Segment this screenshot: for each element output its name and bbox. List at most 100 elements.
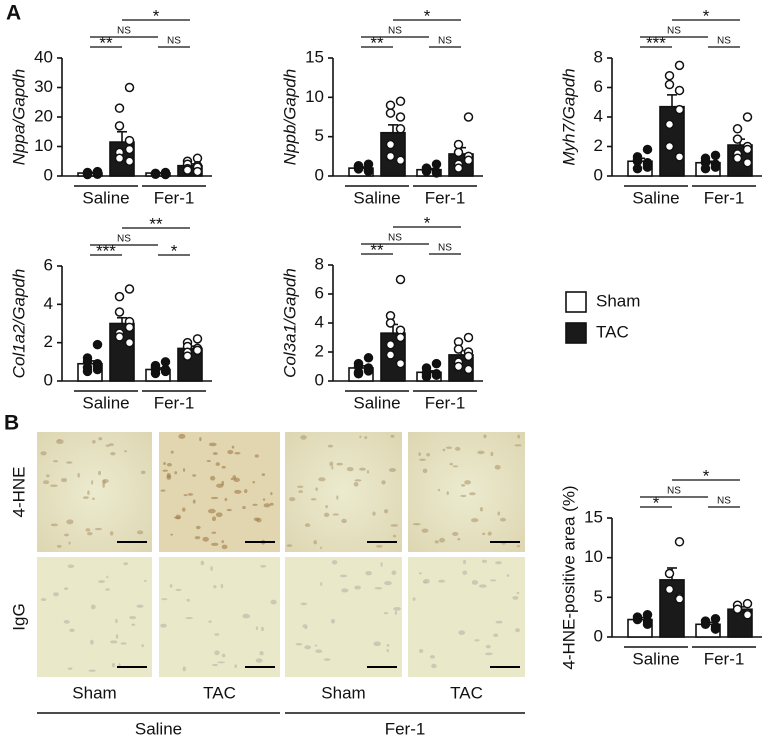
data-point — [463, 112, 474, 122]
cell — [57, 439, 61, 442]
cell — [495, 561, 502, 565]
cell — [200, 560, 205, 566]
data-point — [421, 369, 432, 379]
cell — [512, 596, 519, 600]
cell — [383, 611, 389, 615]
cell — [353, 482, 359, 487]
data-point — [674, 152, 685, 162]
data-point — [124, 322, 135, 333]
data-point — [114, 307, 125, 317]
cell — [136, 530, 144, 535]
data-point — [421, 165, 432, 176]
data-point — [710, 150, 721, 161]
cell — [313, 540, 317, 545]
cell — [66, 461, 73, 464]
cell — [329, 461, 334, 467]
cell — [192, 474, 197, 477]
cell — [460, 494, 467, 498]
significance-label: NS — [117, 26, 131, 37]
cell — [446, 491, 449, 496]
cell — [516, 591, 520, 595]
cell — [136, 604, 144, 608]
cell — [98, 470, 101, 476]
y-axis-label: 4-HNE-positive area (%) — [559, 485, 578, 669]
cell — [485, 644, 491, 649]
data-point — [742, 112, 753, 122]
data-point — [385, 108, 396, 118]
significance-label: * — [424, 6, 431, 25]
micrograph — [159, 557, 280, 677]
cell — [234, 452, 241, 455]
cell — [67, 564, 75, 568]
cell — [423, 578, 430, 584]
cell — [422, 468, 428, 474]
data-point — [114, 103, 125, 113]
cell — [255, 626, 258, 631]
cell — [462, 570, 468, 575]
cell — [169, 584, 173, 588]
cell — [445, 446, 453, 449]
cell — [381, 480, 386, 485]
cell — [68, 541, 71, 545]
cell — [341, 588, 349, 593]
cell — [315, 487, 318, 491]
data-point — [431, 370, 442, 380]
y-tick-label: 4 — [44, 294, 53, 313]
x-group-label: Fer-1 — [704, 649, 745, 668]
cell — [174, 471, 178, 475]
cell — [227, 449, 234, 455]
data-point — [732, 153, 743, 164]
data-point — [431, 358, 442, 369]
bar — [659, 105, 685, 177]
data-point — [700, 619, 711, 630]
cell — [388, 468, 397, 473]
y-tick-label: 5 — [315, 126, 324, 145]
cell — [208, 442, 217, 447]
data-point — [363, 364, 374, 375]
cell — [66, 519, 74, 525]
y-tick-label: 30 — [34, 77, 53, 96]
cell — [105, 588, 110, 591]
cell — [206, 459, 211, 463]
cell — [304, 626, 308, 630]
data-point — [463, 364, 474, 375]
y-axis-label: Col3a1/Gapdh — [280, 268, 299, 378]
cell — [211, 516, 217, 522]
cell — [226, 508, 232, 512]
data-point — [674, 85, 685, 96]
cell — [261, 626, 264, 632]
cell — [365, 570, 372, 576]
cell — [234, 664, 237, 669]
cell — [220, 583, 224, 589]
cell — [231, 445, 235, 449]
cell — [208, 620, 212, 623]
cell — [182, 666, 186, 672]
cell — [46, 474, 50, 478]
significance-label: *** — [646, 33, 666, 52]
data-point — [395, 358, 406, 369]
cell — [304, 523, 311, 528]
cell — [255, 658, 263, 663]
group-label: Saline — [135, 719, 182, 738]
significance-label: * — [153, 6, 160, 25]
cell — [463, 559, 467, 565]
data-point — [385, 350, 396, 360]
data-point — [742, 610, 753, 620]
cell — [91, 480, 94, 485]
y-axis-label: Myh7/Gapdh — [559, 68, 578, 165]
cell — [314, 644, 318, 647]
data-point — [150, 169, 161, 179]
cell — [63, 587, 69, 590]
cell — [260, 564, 267, 568]
cell — [490, 451, 494, 457]
cell — [318, 477, 326, 482]
data-point — [664, 79, 675, 90]
data-point — [395, 112, 406, 122]
cell — [499, 517, 507, 522]
cell — [98, 580, 106, 583]
significance-label: ** — [99, 33, 113, 52]
cell — [178, 433, 186, 439]
data-point — [395, 155, 406, 166]
cell — [359, 467, 366, 471]
micrograph — [408, 432, 525, 552]
